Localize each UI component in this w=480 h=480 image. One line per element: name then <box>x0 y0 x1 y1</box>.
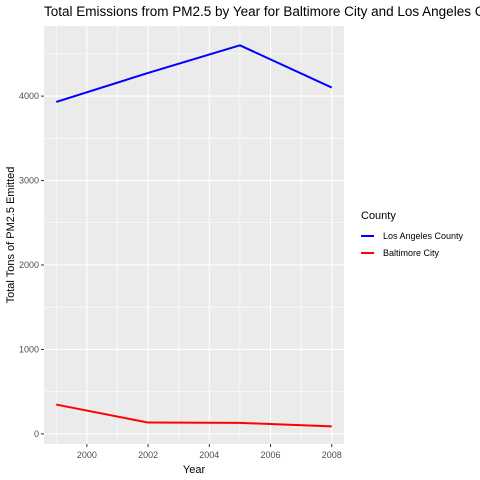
series-line-1 <box>56 403 332 428</box>
y-tick-labels: 0 1000 2000 3000 4000 <box>19 91 39 439</box>
x-tick-label: 2006 <box>261 450 281 460</box>
y-tick-label: 4000 <box>19 91 39 101</box>
legend: County Los Angeles County Baltimore City <box>359 210 464 262</box>
x-tick-label: 2002 <box>138 450 158 460</box>
x-axis-title: Year <box>183 464 206 476</box>
y-tick-label: 3000 <box>19 176 39 186</box>
series-lines <box>55 44 333 428</box>
axis-ticks <box>41 95 333 447</box>
series-line-0 <box>55 44 333 103</box>
chart-title: Total Emissions from PM2.5 by Year for B… <box>44 4 480 19</box>
legend-label: Los Angeles County <box>383 231 464 241</box>
y-tick-label: 2000 <box>19 260 39 270</box>
plot-panel <box>44 26 344 444</box>
x-tick-labels: 2000 2002 2004 2006 2008 <box>77 450 342 460</box>
x-tick-label: 2008 <box>322 450 342 460</box>
x-tick-label: 2004 <box>199 450 219 460</box>
y-tick-label: 0 <box>34 429 39 439</box>
legend-title: County <box>361 210 396 222</box>
legend-label: Baltimore City <box>383 248 440 258</box>
grid-major <box>44 26 344 444</box>
y-axis-title: Total Tons of PM2.5 Emitted <box>5 167 17 304</box>
x-tick-label: 2000 <box>77 450 97 460</box>
legend-items: Los Angeles County Baltimore City <box>359 228 464 262</box>
y-tick-label: 1000 <box>19 344 39 354</box>
